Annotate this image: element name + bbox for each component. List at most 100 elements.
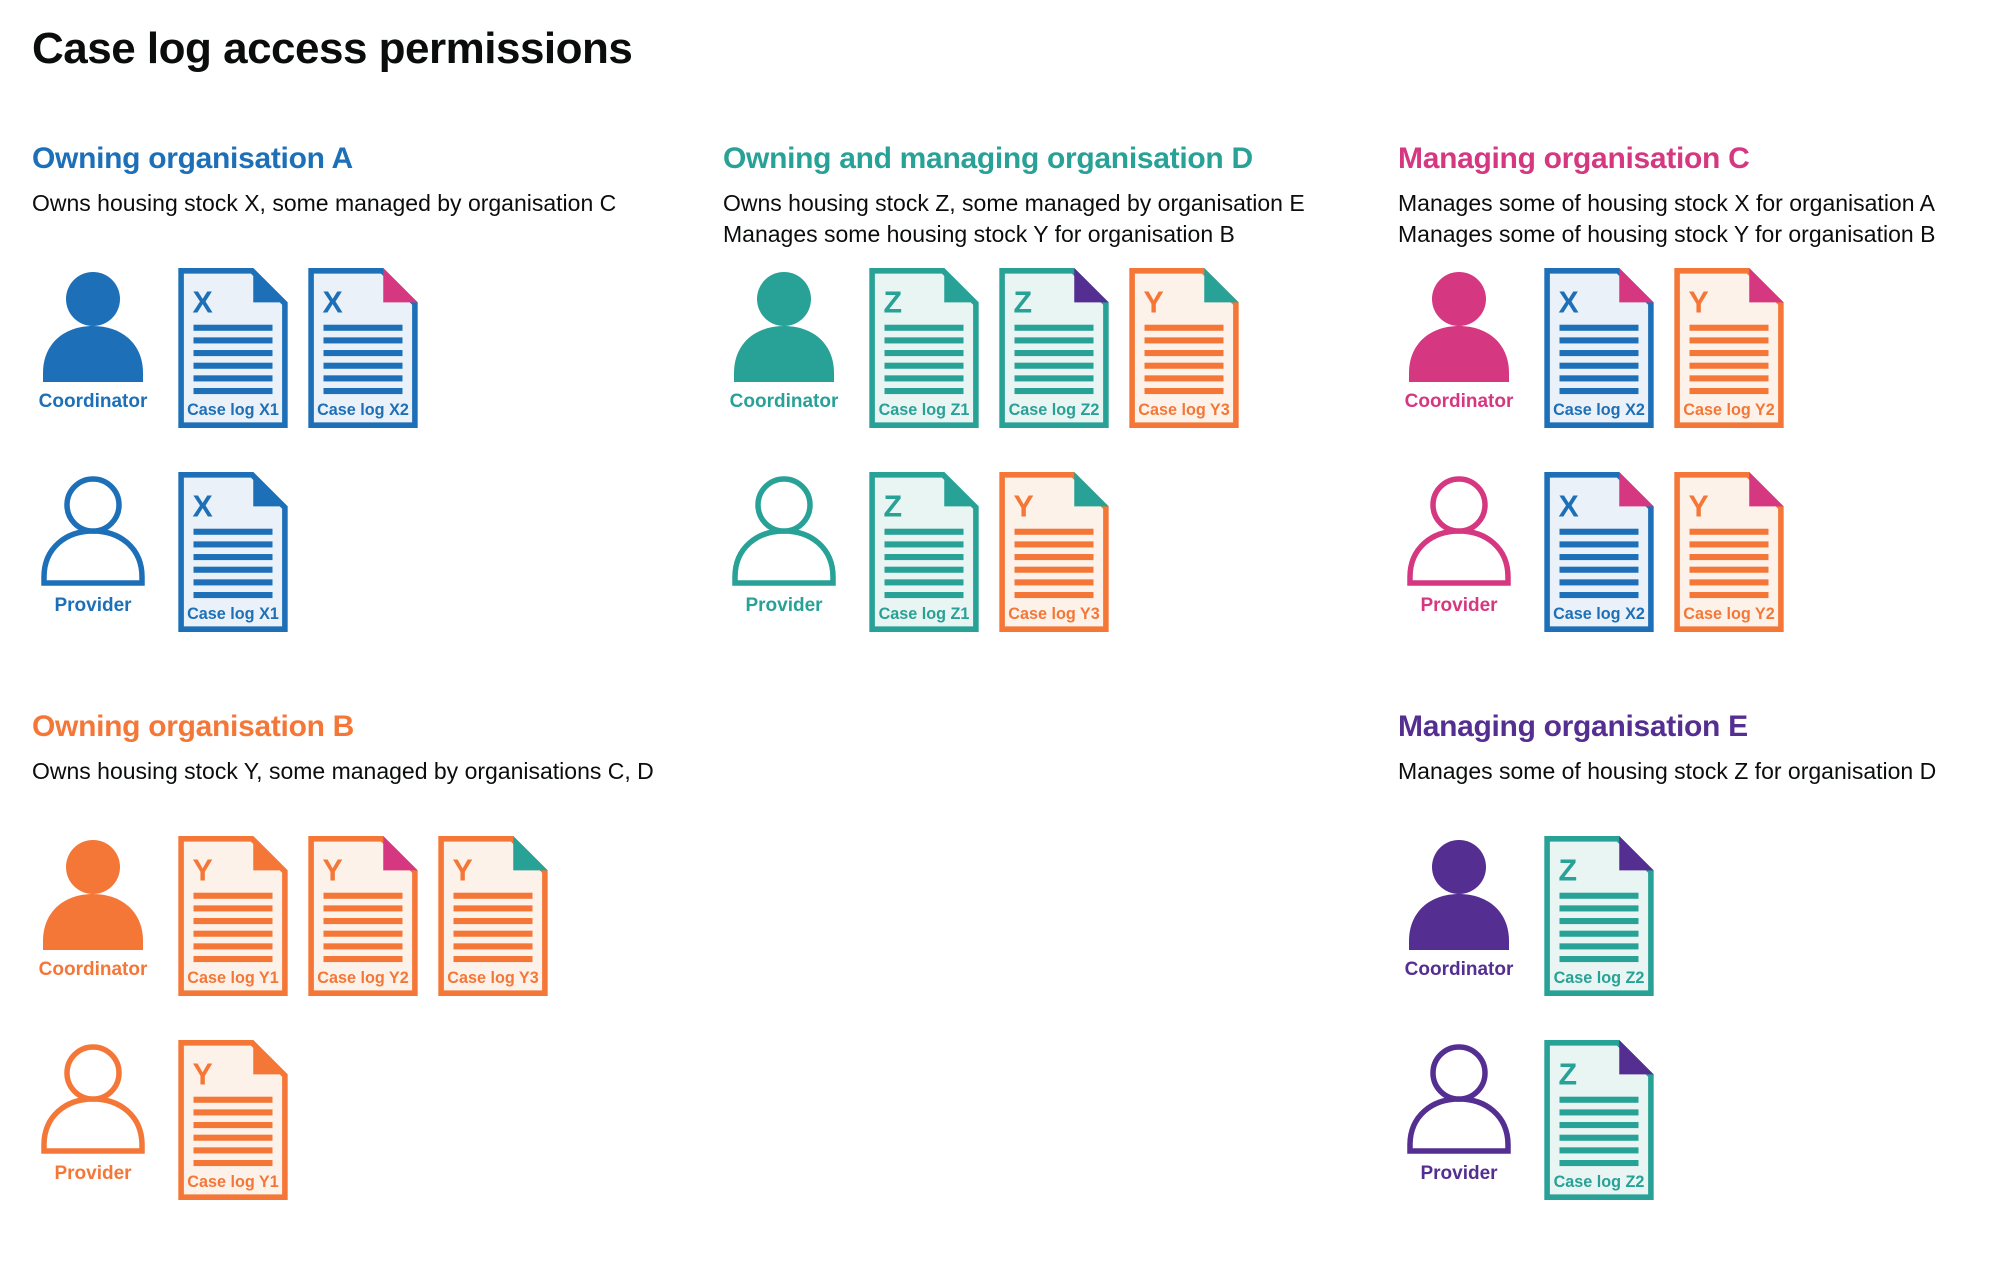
person-block: Provider (1398, 1040, 1520, 1185)
document-list: Y Case log Y1 Y Case log Y2 Y (178, 836, 548, 996)
case-log-icon: Y Case log Y3 (1129, 268, 1239, 428)
case-log-label: Case log Y3 (447, 969, 538, 987)
person-block: Coordinator (1398, 268, 1520, 413)
case-log-label: Case log Z1 (879, 401, 970, 419)
section-description-line: Owns housing stock Y, some managed by or… (32, 758, 654, 784)
section-description-line: Owns housing stock Z, some managed by or… (723, 190, 1305, 216)
case-log-label: Case log Y1 (187, 969, 278, 987)
section-description: Manages some of housing stock Z for orga… (1398, 756, 1988, 820)
case-log-label: Case log Y1 (187, 1173, 278, 1191)
permission-rows: Coordinator Z Case log Z1 Z Case log (723, 268, 1373, 632)
section-description-line: Manages some of housing stock Y for orga… (1398, 221, 1936, 247)
case-log-icon: X Case log X2 (308, 268, 418, 428)
text-lines (193, 892, 273, 963)
folded-corner (1204, 268, 1239, 303)
folded-corner (944, 472, 979, 507)
section-description: Owns housing stock Y, some managed by or… (32, 756, 692, 820)
role-row: Provider Z Case log Z1 Y Case log Y3 (723, 472, 1373, 632)
case-log-icon: Z Case log Z2 (1544, 1040, 1654, 1200)
person-head (1432, 272, 1486, 326)
case-log-label: Case log Y3 (1138, 401, 1229, 419)
page-body (443, 841, 543, 991)
role-row: Provider Y Case log Y1 (32, 1040, 692, 1200)
page-title: Case log access permissions (32, 24, 633, 73)
section-description-line: Manages some of housing stock Z for orga… (1398, 758, 1937, 784)
case-log-icon: X Case log X1 (178, 472, 288, 632)
folded-corner (383, 836, 418, 871)
stock-letter: Z (1558, 1059, 1577, 1092)
person-head (64, 1044, 122, 1102)
case-log-label: Case log X1 (187, 401, 279, 419)
folded-corner (1749, 472, 1784, 507)
stock-letter: Z (883, 287, 902, 320)
stock-letter: Z (1558, 855, 1577, 888)
stock-letter: Y (192, 1059, 212, 1092)
role-label: Provider (54, 1163, 132, 1184)
document-list: X Case log X2 Y Case log Y2 (1544, 268, 1784, 428)
person-head (1430, 1044, 1488, 1102)
section-description-line: Manages some of housing stock X for orga… (1398, 190, 1935, 216)
section-title: Managing organisation E (1398, 710, 1748, 743)
role-label: Coordinator (38, 959, 148, 980)
case-log-label: Case log X2 (1553, 401, 1645, 419)
role-row: Provider Z Case log Z2 (1398, 1040, 1988, 1200)
text-lines (1559, 324, 1639, 395)
stock-letter: X (322, 287, 342, 320)
text-lines (884, 324, 964, 395)
person-head (757, 272, 811, 326)
case-log-label: Case log Z1 (879, 605, 970, 623)
case-log-icon: X Case log X1 (178, 268, 288, 428)
organisation-section: Owning and managing organisation D Owns … (723, 143, 1373, 632)
folded-corner (1619, 836, 1654, 871)
document-list: Z Case log Z2 (1544, 1040, 1654, 1200)
case-log-label: Case log X2 (1553, 605, 1645, 623)
text-lines (323, 892, 403, 963)
text-lines (1144, 324, 1224, 395)
stock-letter: Z (883, 491, 902, 524)
document-list: Z Case log Z1 Y Case log Y3 (869, 472, 1109, 632)
text-lines (1559, 1096, 1639, 1167)
folded-corner (1074, 268, 1109, 303)
provider-icon (732, 476, 836, 586)
organisation-section: Managing organisation C Manages some of … (1398, 143, 1988, 632)
person-block: Provider (723, 472, 845, 617)
person-body (734, 326, 834, 382)
section-description: Manages some of housing stock X for orga… (1398, 188, 1988, 252)
organisation-section: Owning organisation B Owns housing stock… (32, 711, 692, 1200)
section-title: Owning and managing organisation D (723, 142, 1253, 175)
folded-corner (944, 268, 979, 303)
page-body (874, 273, 974, 423)
person-body (43, 894, 143, 950)
folded-corner (1619, 268, 1654, 303)
page-body (1549, 1045, 1649, 1195)
person-body (1407, 1096, 1511, 1154)
section-title: Owning organisation B (32, 710, 355, 743)
person-block: Coordinator (32, 268, 154, 413)
page-body (313, 841, 413, 991)
case-log-label: Case log X2 (317, 401, 409, 419)
folded-corner (513, 836, 548, 871)
person-head (64, 476, 122, 534)
page-body (183, 273, 283, 423)
organisation-section: Managing organisation E Manages some of … (1398, 711, 1988, 1200)
person-body (732, 528, 836, 586)
stock-letter: X (192, 287, 212, 320)
permission-rows: Coordinator X Case log X1 X Case log (32, 268, 692, 632)
stock-letter: Y (452, 855, 472, 888)
document-list: X Case log X1 X Case log X2 (178, 268, 418, 428)
folded-corner (1619, 472, 1654, 507)
page-body (1549, 841, 1649, 991)
folded-corner (1749, 268, 1784, 303)
text-lines (453, 892, 533, 963)
text-lines (323, 324, 403, 395)
permission-rows: Coordinator X Case log X2 Y Case log (1398, 268, 1988, 632)
coordinator-icon (43, 272, 143, 382)
page-body (183, 841, 283, 991)
document-list: X Case log X1 (178, 472, 288, 632)
stock-letter: Y (1688, 287, 1708, 320)
stock-letter: Z (1013, 287, 1032, 320)
text-lines (884, 528, 964, 599)
case-log-label: Case log Y2 (317, 969, 408, 987)
role-label: Coordinator (1404, 959, 1514, 980)
person-block: Provider (32, 1040, 154, 1185)
